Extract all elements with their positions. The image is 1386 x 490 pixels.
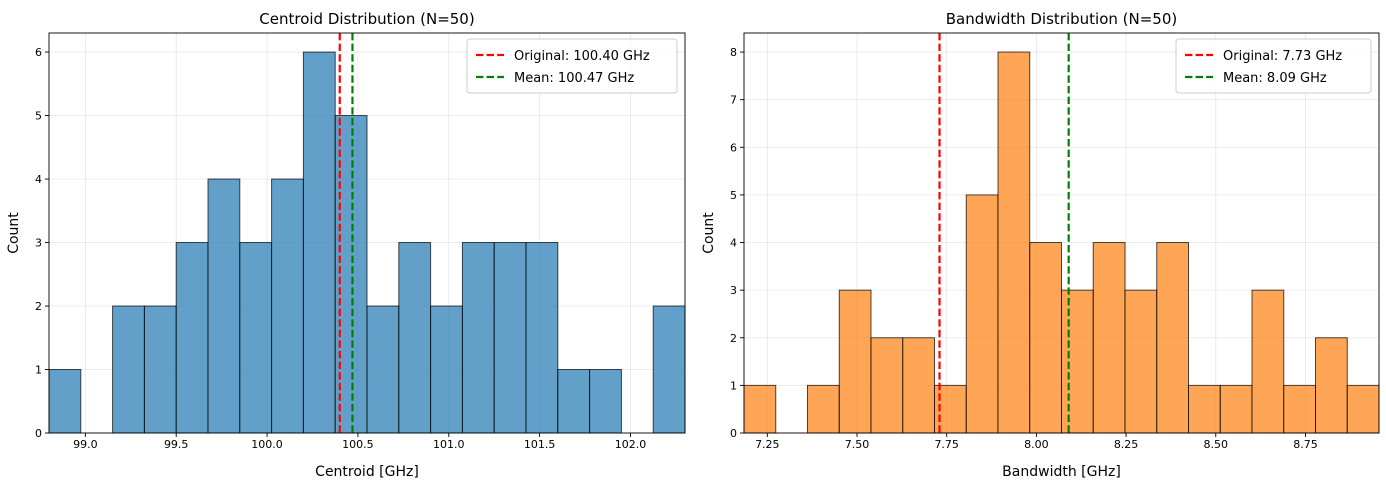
- histogram-bar: [870, 337, 904, 434]
- histogram-bar: [398, 242, 432, 434]
- x-tick-label: 102.0: [615, 438, 647, 451]
- y-tick-label: 6: [35, 46, 42, 59]
- y-axis-ticks: 0 1 2 3 4 5 6: [35, 46, 49, 440]
- y-tick-label: 1: [730, 379, 737, 392]
- y-tick-label: 2: [730, 332, 737, 345]
- histogram-bar: [1188, 384, 1221, 434]
- chart-title: Bandwidth Distribution (N=50): [946, 10, 1177, 28]
- histogram-bar: [743, 384, 777, 434]
- legend-label: Original: 7.73 GHz: [1223, 49, 1342, 64]
- histogram-bar: [430, 305, 463, 434]
- histogram-bar: [807, 384, 840, 434]
- legend-box: [466, 38, 678, 94]
- histogram-bar: [1283, 384, 1316, 434]
- plot-frame: [743, 32, 1380, 434]
- x-tick-label: 7.75: [934, 438, 959, 451]
- histogram-bar: [557, 369, 591, 434]
- y-axis-label: Count: [701, 212, 717, 254]
- y-tick-label: 0: [35, 427, 42, 440]
- plot-frame: [48, 32, 686, 434]
- histogram-bar: [271, 178, 304, 434]
- legend: Original: 7.73 GHz Mean: 8.09 GHz: [1175, 38, 1372, 94]
- histogram-bar: [1156, 242, 1189, 434]
- x-tick-label: 101.5: [524, 438, 556, 451]
- histogram-bar: [525, 242, 559, 434]
- histogram-bars: [743, 51, 1380, 434]
- y-tick-label: 7: [730, 94, 737, 107]
- histogram-bar: [112, 305, 145, 434]
- x-tick-label: 8.25: [1114, 438, 1139, 451]
- x-tick-label: 8.75: [1293, 438, 1318, 451]
- histogram-bar: [965, 194, 999, 434]
- y-tick-label: 0: [730, 427, 737, 440]
- histogram-bar: [1061, 289, 1094, 434]
- y-axis-label: Count: [6, 212, 22, 254]
- bandwidth-histogram-panel: 7.25 7.50 7.75 8.00 8.25 8.50 8.75 0 1 2 3 4 5 6 7 8 Ban…: [701, 10, 1380, 480]
- x-tick-label: 100.5: [342, 438, 374, 451]
- chart-title: Centroid Distribution (N=50): [259, 10, 474, 28]
- x-tick-label: 7.50: [845, 438, 870, 451]
- histogram-bar: [493, 242, 527, 434]
- histogram-bar: [1315, 337, 1348, 434]
- histogram-bar: [334, 115, 368, 434]
- legend-label: Original: 100.40 GHz: [514, 49, 650, 64]
- legend-label: Mean: 100.47 GHz: [514, 71, 634, 86]
- x-tick-label: 100.0: [251, 438, 283, 451]
- x-tick-label: 7.25: [755, 438, 780, 451]
- histogram-bar: [838, 289, 872, 434]
- x-axis-ticks: 99.0 99.5 100.0 100.5 101.0 101.5 102.0: [73, 433, 646, 451]
- y-tick-label: 1: [35, 364, 42, 377]
- y-tick-label: 8: [730, 46, 737, 59]
- x-tick-label: 8.00: [1024, 438, 1049, 451]
- y-tick-label: 2: [35, 300, 42, 313]
- histogram-bar: [997, 51, 1031, 434]
- histogram-bar: [1092, 242, 1126, 434]
- histogram-bar: [1251, 289, 1285, 434]
- y-tick-label: 3: [35, 237, 42, 250]
- histogram-bar: [589, 369, 622, 434]
- histogram-bar: [1029, 242, 1062, 434]
- histogram-bar: [207, 178, 241, 434]
- x-tick-label: 101.0: [433, 438, 465, 451]
- x-tick-label: 99.5: [164, 438, 189, 451]
- x-axis-label: Centroid [GHz]: [315, 464, 419, 480]
- legend: Original: 100.40 GHz Mean: 100.47 GHz: [466, 38, 678, 94]
- y-tick-label: 5: [730, 189, 737, 202]
- y-tick-label: 3: [730, 284, 737, 297]
- histogram-bar: [143, 305, 177, 434]
- histogram-bar: [239, 242, 273, 434]
- y-tick-label: 6: [730, 141, 737, 154]
- x-axis-label: Bandwidth [GHz]: [1002, 464, 1121, 480]
- histogram-bar: [366, 305, 400, 434]
- histogram-bar: [652, 305, 686, 434]
- histogram-bar: [1219, 384, 1253, 434]
- legend-label: Mean: 8.09 GHz: [1223, 71, 1327, 86]
- histogram-bar: [461, 242, 495, 434]
- x-axis-ticks: 7.25 7.50 7.75 8.00 8.25 8.50 8.75: [755, 433, 1318, 451]
- histogram-bar: [902, 337, 935, 434]
- centroid-histogram-panel: 99.0 99.5 100.0 100.5 101.0 101.5 102.0 0 1 2 3 4 5 6…: [6, 10, 686, 480]
- y-axis-ticks: 0 1 2 3 4 5 6 7 8: [730, 46, 744, 440]
- y-tick-label: 4: [730, 237, 737, 250]
- histogram-bar: [302, 51, 336, 434]
- histogram-bar: [175, 242, 209, 434]
- histogram-bar: [934, 384, 967, 434]
- histogram-bar: [48, 369, 82, 434]
- histogram-bars: [48, 51, 686, 434]
- x-tick-label: 8.50: [1204, 438, 1229, 451]
- x-tick-label: 99.0: [73, 438, 98, 451]
- y-tick-label: 5: [35, 110, 42, 123]
- legend-box: [1175, 38, 1372, 94]
- y-tick-label: 4: [35, 173, 42, 186]
- histogram-bar: [1346, 384, 1380, 434]
- histogram-bar: [1124, 289, 1158, 434]
